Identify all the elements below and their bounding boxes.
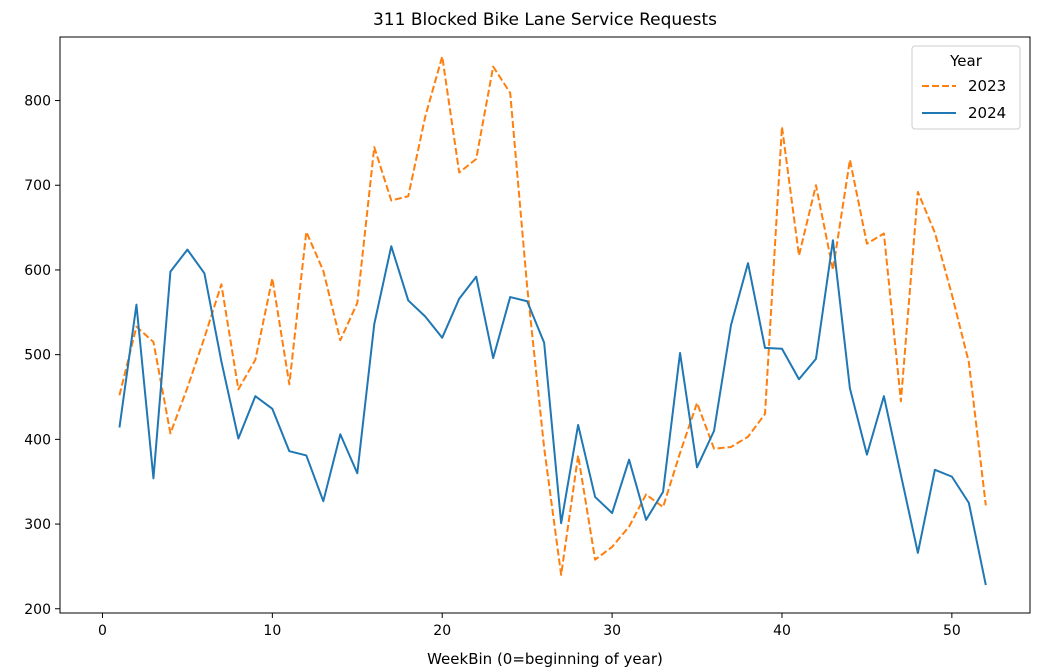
chart-title: 311 Blocked Bike Lane Service Requests	[373, 10, 717, 30]
plot-frame	[59, 36, 1031, 614]
x-tick-label: 30	[603, 623, 621, 639]
legend-title: Year	[949, 52, 983, 70]
series-line-2023	[118, 55, 987, 576]
y-tick-label: 200	[24, 602, 51, 618]
y-axis: 200 300 400 500 600 700 800	[24, 94, 60, 618]
x-tick-label: 40	[773, 623, 791, 639]
legend-label-2024: 2024	[968, 104, 1006, 122]
x-axis: 0 10 20 30 40 50	[98, 613, 961, 639]
legend-label-2023: 2023	[968, 77, 1006, 95]
x-axis-title: WeekBin (0=beginning of year)	[427, 650, 663, 668]
y-tick-label: 500	[24, 348, 51, 364]
x-tick-label: 20	[433, 623, 451, 639]
y-tick-label: 700	[24, 178, 51, 194]
y-tick-label: 600	[24, 263, 51, 279]
y-tick-label: 800	[24, 94, 51, 110]
x-tick-label: 10	[263, 623, 281, 639]
series-line-2024	[118, 239, 987, 586]
series-layer	[118, 55, 987, 586]
x-tick-label: 50	[943, 623, 961, 639]
legend: Year 2023 2024	[911, 45, 1021, 130]
y-tick-label: 300	[24, 517, 51, 533]
x-tick-label: 0	[98, 623, 107, 639]
legend-box	[911, 45, 1021, 130]
y-tick-label: 400	[24, 432, 51, 448]
